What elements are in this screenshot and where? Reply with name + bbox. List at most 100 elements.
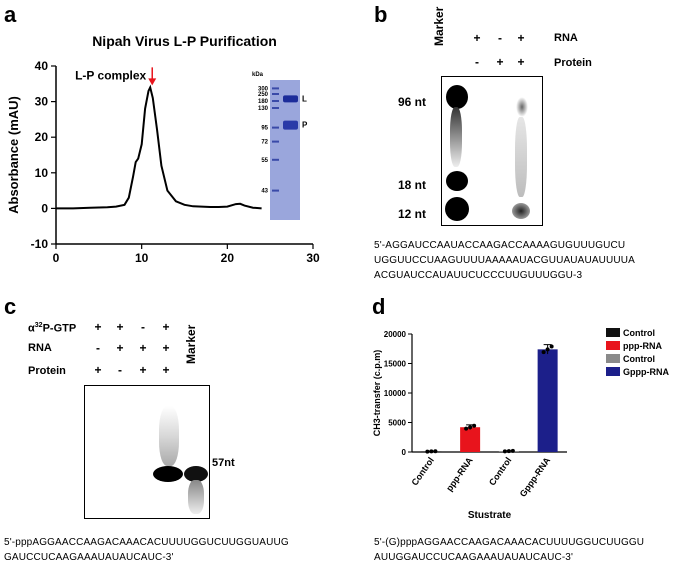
gel-b-protein-sign-3: + [517,55,525,69]
panel-d-sequence: 5'-(G)pppAGGAACCAAGACAAACACUUUUGGUCUUGGU… [374,535,644,565]
chart-d-ylabel: CH3-transfer (c.p.m) [372,350,382,437]
chart-d-y-tick-label: 0 [402,448,407,457]
gel-b-size-96: 96 nt [398,95,427,109]
chart-a-xlabel: Elution_volume(ml) [116,268,237,270]
panel-b-sequence-line-1: 5'-AGGAUCCAAUACCAAGACCAAAAGUGUUUGUCU [374,240,626,251]
panel-d-letter: d [372,294,386,319]
gel-c-protein-sign-2: - [118,363,122,377]
chart-a-annotation-arrowhead [148,78,157,86]
inset-marker-label: 72 [261,140,268,146]
chart-a-x-tick-label: 0 [53,251,60,265]
chart-a-y-tick-label: 10 [35,166,49,180]
chart-d-legend-label: Control [623,354,655,364]
inset-marker-label: 250 [258,92,269,98]
gel-b-protein-sign-1: - [475,55,479,69]
gel-b-protein-label: Protein [554,57,592,69]
panel-b-sequence-line-2: UGGUUCCUAAGUUUUAAAAAUACGUUAUAUAUUUUA [374,255,635,266]
inset-marker-label: 43 [261,189,268,195]
chart-a-y-tick-label: 40 [35,59,49,73]
chart-d-point [433,449,438,454]
gel-b-marker-band-18 [446,171,468,191]
chart-d-point [464,426,469,431]
chart-d-category-label: ppp-RNA [444,455,475,493]
inset-band-l [283,95,298,103]
gel-c-lane4-smear [159,406,179,466]
panel-d-sequence-line-2: AUUGGAUCCUCAAGAAAUAUAUCAUC-3' [374,552,574,563]
inset-marker-band [272,126,279,129]
gel-c-gtp-sign-4: + [162,320,170,334]
chart-a-series-line [56,84,262,210]
chart-d-legend-label: Control [623,328,655,338]
chart-d-category-label: Gppp-RNA [518,455,553,499]
inset-marker-band [272,189,279,192]
gel-c-protein-sign-4: + [162,363,170,377]
chart-d-point [510,448,515,453]
panel-d-sequence-line-1: 5'-(G)pppAGGAACCAAGACAAACACUUUUGGUCUUGGU [374,537,645,548]
gel-c-gtp-sign-3: - [141,320,145,334]
chart-a-title: Nipah Virus L-P Purification [92,33,277,49]
chart-d-y-tick-label: 5000 [388,419,406,428]
chart-d-point [541,350,546,355]
inset-marker-band [272,158,279,161]
gel-c-rna-label: RNA [28,342,52,354]
gel-c-image [84,385,210,519]
gel-b-lane3-band-high [516,97,528,117]
gel-b-rna-sign-2: - [498,31,502,45]
inset-band-label-l: L [302,94,307,103]
chart-d-legend-swatch [606,367,620,376]
gel-b-marker-label: Marker [432,6,446,46]
gel-c-rna-sign-2: + [116,341,124,355]
gel-b-marker-band-12 [445,197,469,221]
gel-c-protein-sign-1: + [94,363,102,377]
chart-d-legend-swatch [606,354,620,363]
chart-d-point [502,449,507,454]
chart-d-legend-swatch [606,341,620,350]
gel-b-lane3-band-low [512,203,530,219]
inset-marker-band [272,100,279,102]
chart-d-point [545,347,550,352]
chart-a-y-tick-label: -10 [31,237,49,251]
gel-b-marker-band-96 [446,85,468,109]
gel-c-gtp-sign-2: + [116,320,124,334]
inset-marker-label: 300 [258,86,269,92]
chart-a-y-tick-label: 20 [35,130,49,144]
gel-c-rna-sign-1: - [96,341,100,355]
panel-b-sequence-line-3: ACGUAUCCAUAUUCUCCCUUGUUUGGU-3 [374,270,583,281]
chart-d-legend-label: ppp-RNA [623,341,662,351]
inset-marker-label: 180 [258,99,269,105]
chart-d-y-tick-label: 15000 [384,360,407,369]
gel-b-size-18: 18 nt [398,178,427,192]
gel-c-marker-label: Marker [184,324,198,364]
methylation-chart: 0 5000 10000 15000 20000 CH3-transfer (c.p.m)… [372,328,669,521]
chart-a-annotation: L-P complex [75,68,146,82]
inset-marker-label: 95 [261,126,268,132]
inset-marker-label: 130 [258,106,269,112]
gel-c-rna-sign-3: + [139,341,147,355]
chart-d-point [549,344,554,349]
panel-c-sequence-line-2: GAUCCUCAAGAAAUAUAUCAUC-3' [4,552,174,563]
elution-chart: Nipah Virus L-P Purification -10 0 10 20 30 40… [6,33,320,270]
gel-b-rna-label: RNA [554,32,578,44]
chart-d-y-tick-label: 20000 [384,330,407,339]
gel-c-marker-smear [188,480,204,514]
chart-d-xlabel: Stustrate [468,510,512,521]
gel-c-lane4-band [153,466,183,482]
gel-c-size-57: 57nt [212,457,235,469]
chart-a-y-tick-label: 30 [35,95,49,109]
inset-marker-band [272,140,279,143]
chart-d-legend: Control ppp-RNA Control Gppp-RNA [606,328,669,377]
chart-a-x-tick-label: 10 [135,251,149,265]
inset-band-p [283,120,298,130]
chart-d-legend-swatch [606,328,620,337]
chart-a-y-tick-label: 0 [41,201,48,215]
chart-d-legend-label: Gppp-RNA [623,367,669,377]
panel-b-letter: b [374,2,388,27]
gel-c-protein-label: Protein [28,365,66,377]
panel-c-sequence: 5'-pppAGGAACCAAGACAAACACUUUUGGUCUUGGUAUU… [4,535,289,565]
chart-d-point [506,449,511,454]
gel-b-size-12: 12 nt [398,207,427,221]
chart-d-point [468,425,473,430]
chart-d-bar-4 [537,349,558,452]
chart-d-category-label: Control [409,455,436,487]
